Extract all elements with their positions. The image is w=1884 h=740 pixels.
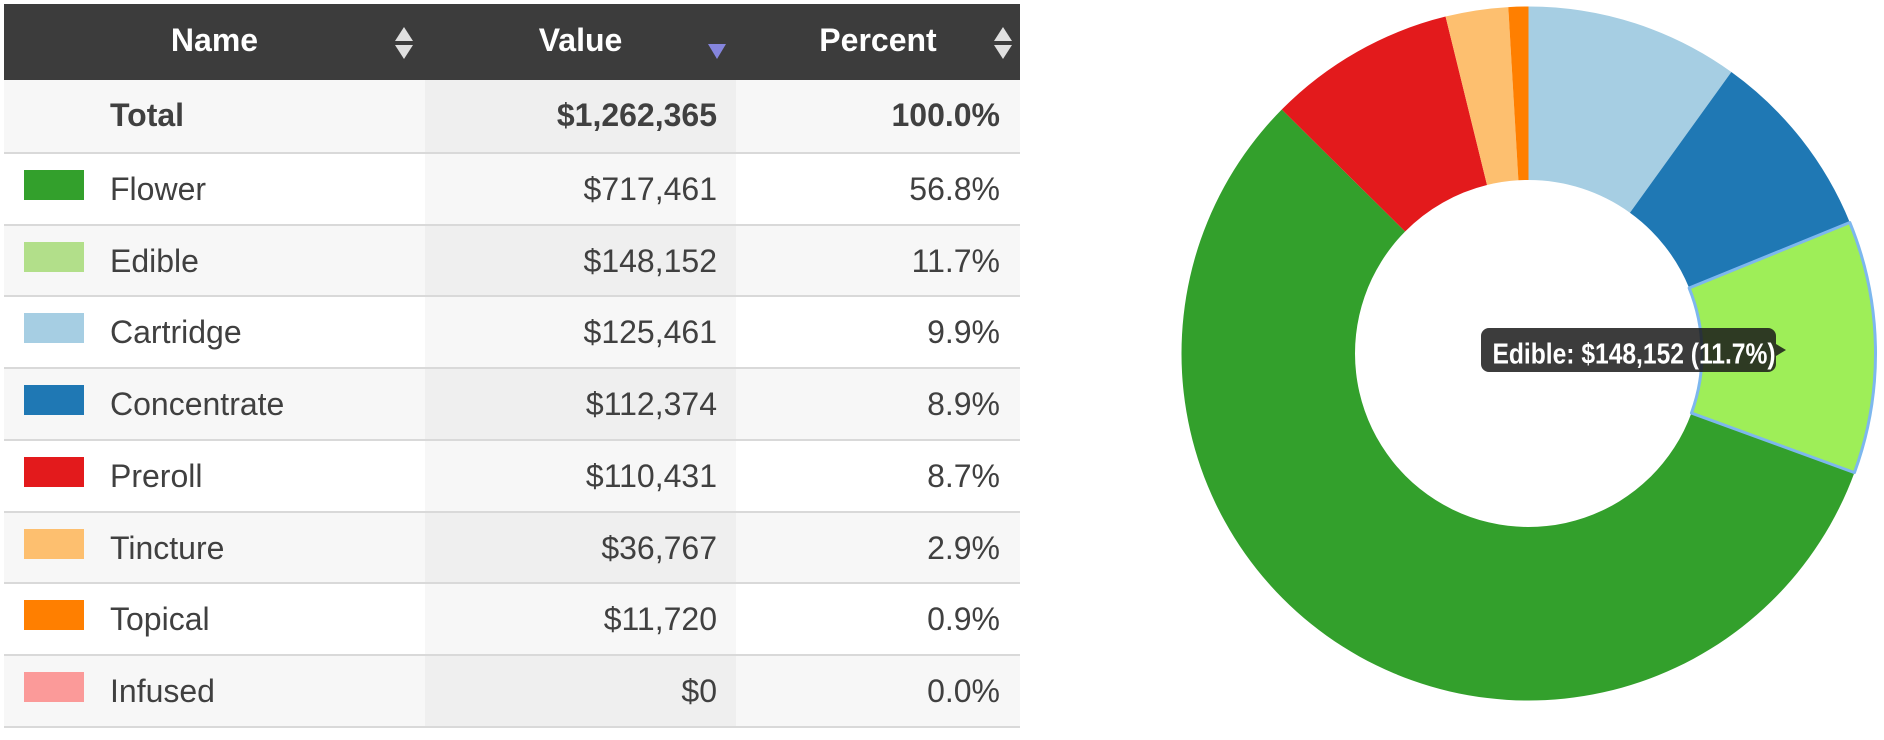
svg-text:Edible: $148,152 (11.7%): Edible: $148,152 (11.7%) (1493, 338, 1776, 370)
